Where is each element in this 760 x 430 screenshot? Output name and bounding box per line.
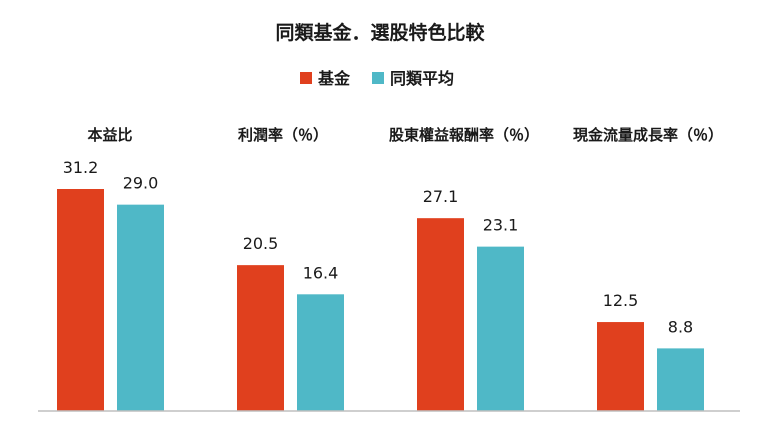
bar-fund (57, 189, 104, 411)
bar-fund (417, 218, 464, 411)
data-label: 16.4 (303, 263, 339, 282)
data-label: 27.1 (423, 187, 459, 206)
bar-fund (597, 322, 644, 411)
data-label: 12.5 (603, 291, 639, 310)
bar-peer-average (657, 348, 704, 411)
data-label: 31.2 (63, 158, 99, 177)
category-label: 現金流量成長率（％） (573, 126, 723, 144)
bar-peer-average (297, 294, 344, 411)
data-label: 20.5 (243, 234, 279, 253)
category-label: 本益比 (87, 126, 132, 144)
category-label: 利潤率（％） (238, 126, 328, 144)
bar-fund (237, 265, 284, 411)
value-labels: 31.2 20.5 27.1 12.5 29.0 16.4 23.1 8.8 (63, 158, 694, 336)
data-label: 29.0 (123, 174, 159, 193)
legend-label-fund: 基金 (317, 69, 351, 88)
legend-swatch-peer-average (372, 72, 384, 84)
category-labels: 本益比 利潤率（％） 股東權益報酬率（％） 現金流量成長率（％） (87, 126, 723, 144)
bar-peer-average (117, 204, 164, 411)
data-label: 23.1 (483, 216, 519, 235)
category-label: 股東權益報酬率（％） (389, 126, 539, 144)
legend-swatch-fund (300, 72, 312, 84)
legend-label-peer-average: 同類平均 (390, 69, 454, 88)
bars (57, 189, 704, 411)
data-label: 8.8 (668, 317, 693, 336)
legend: 基金 同類平均 (300, 69, 454, 88)
chart-title: 同類基金．選股特色比較 (275, 21, 485, 44)
bar-peer-average (477, 246, 524, 411)
